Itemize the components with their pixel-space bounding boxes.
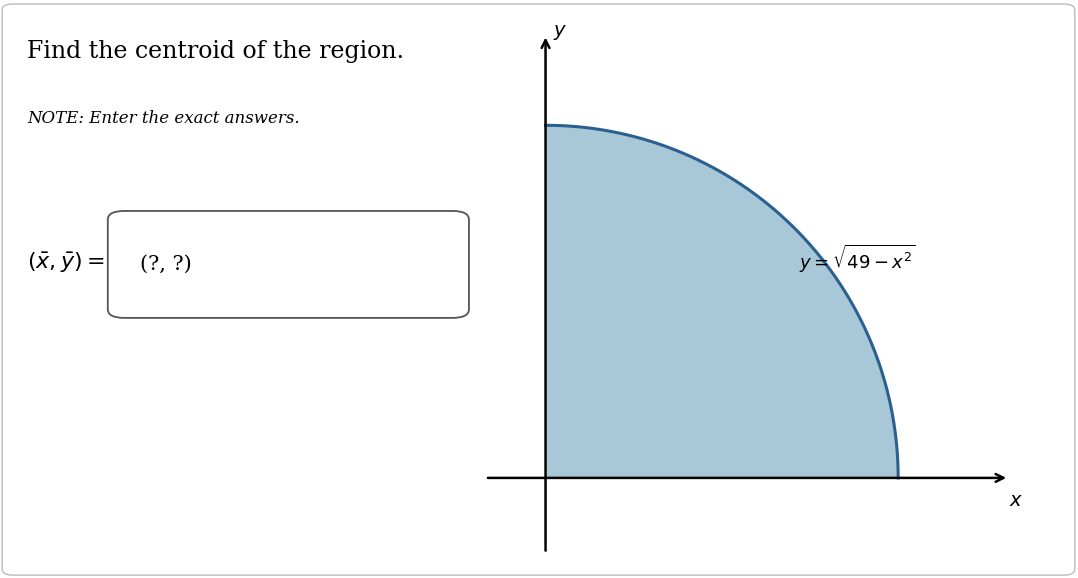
Text: (?, ?): (?, ?) <box>140 255 192 274</box>
FancyBboxPatch shape <box>108 211 469 318</box>
Text: $(\bar{x},\bar{y}) = $: $(\bar{x},\bar{y}) = $ <box>27 251 105 275</box>
Text: NOTE: Enter the exact answers.: NOTE: Enter the exact answers. <box>27 110 300 127</box>
Text: $y = \sqrt{49 - x^2}$: $y = \sqrt{49 - x^2}$ <box>800 243 916 275</box>
Text: $x$: $x$ <box>1009 491 1024 510</box>
FancyBboxPatch shape <box>2 4 1075 575</box>
Text: Find the centroid of the region.: Find the centroid of the region. <box>27 40 404 64</box>
Text: $y$: $y$ <box>553 23 567 42</box>
Polygon shape <box>545 125 898 478</box>
